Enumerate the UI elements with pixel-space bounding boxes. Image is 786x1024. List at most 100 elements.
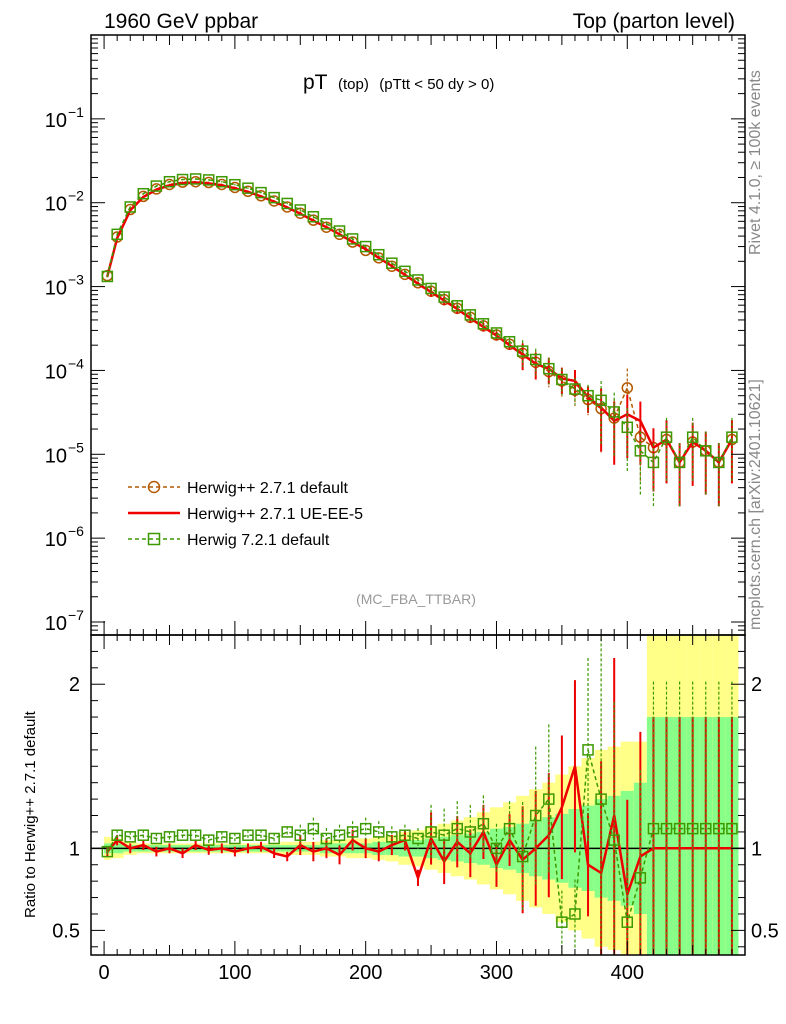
legend-item-herwig7: Herwig 7.2.1 default <box>128 532 330 549</box>
xtick-label: 100 <box>218 962 251 984</box>
point-ratio-herwig7 <box>307 822 320 835</box>
point-ratio-herwig7 <box>242 829 254 841</box>
point-ratio-herwig7 <box>373 826 385 838</box>
point-ratio-herwig7 <box>176 829 189 841</box>
point-herwig7 <box>569 383 581 395</box>
point-ratio-herwig7 <box>621 916 634 928</box>
point-herwig7 <box>438 291 450 303</box>
point-herwig7 <box>189 173 202 185</box>
point-ratio-herwig7 <box>595 793 607 805</box>
point-ratio-herwig7 <box>686 822 699 835</box>
point-ratio-herwig7 <box>425 826 437 838</box>
point-herwig7 <box>477 318 490 330</box>
point-herwig7 <box>647 456 660 469</box>
analysis-tag: (MC_FBA_TTBAR) <box>356 591 476 607</box>
point-ratio-herwig7 <box>111 829 123 841</box>
main-ytick-exponent: −1 <box>68 104 84 120</box>
xtick-label: 200 <box>349 962 382 984</box>
point-ratio-herwig7 <box>490 842 503 855</box>
point-herwig7 <box>101 270 114 283</box>
point-herwig7 <box>425 282 437 295</box>
point-herwig7 <box>255 186 267 199</box>
ratio-ytick-label-left: 0.5 <box>52 920 80 942</box>
point-ratio-herwig7 <box>634 872 647 884</box>
legend: Herwig++ 2.7.1 default Herwig++ 2.7.1 UE… <box>128 480 363 549</box>
point-ratio-herwig7 <box>660 822 673 835</box>
main-ytick-exponent: −3 <box>68 272 84 288</box>
ratio-ytick-label-left: 1 <box>69 838 80 860</box>
point-herwig7 <box>673 456 686 469</box>
point-ratio-herwig7 <box>359 822 372 835</box>
rivet-label: Rivet 4.1.0, ≥ 100k events <box>747 70 764 255</box>
point-ratio-herwig7 <box>451 822 463 835</box>
point-ratio-herwig7 <box>399 829 411 841</box>
point-herwig7 <box>242 182 254 194</box>
point-ratio-herwig7 <box>700 822 712 835</box>
point-ratio-herwig7 <box>202 834 215 846</box>
point-herwig7 <box>163 175 176 188</box>
plot-title: pT (top) (pTtt < 50 dy > 0) <box>303 71 494 94</box>
point-herwig7 <box>399 265 411 278</box>
point-ratio-herwig7 <box>386 831 398 843</box>
main-ytick-label: 10 <box>45 445 67 467</box>
point-ratio-herwig7 <box>320 832 333 845</box>
point-ratio-herwig7 <box>516 850 529 863</box>
legend-label-herwig-default: Herwig++ 2.7.1 default <box>187 480 349 497</box>
main-ytick-exponent: −5 <box>68 439 84 455</box>
legend-label-herwig-ueee5: Herwig++ 2.7.1 UE-EE-5 <box>187 506 363 523</box>
main-ytick-label: 10 <box>45 194 67 216</box>
ratio-ytick-label-right: 2 <box>751 674 762 696</box>
ratio-ytick-label-left: 2 <box>69 674 80 696</box>
point-herwig7 <box>124 201 136 213</box>
point-ratio-herwig7 <box>101 845 114 858</box>
main-y-axis: 10−710−610−510−410−310−210−1 <box>45 34 745 636</box>
header-right: Top (parton level) <box>573 10 735 33</box>
point-herwig7 <box>582 389 594 402</box>
main-ytick-exponent: −7 <box>68 607 84 623</box>
point-ratio-herwig7 <box>582 744 594 756</box>
point-ratio-herwig7 <box>346 826 359 838</box>
point-ratio-herwig7 <box>255 829 267 841</box>
point-ratio-herwig7 <box>556 916 568 928</box>
point-ratio-herwig7 <box>229 832 241 845</box>
point-ratio-herwig7 <box>163 831 176 843</box>
legend-marker-herwig7 <box>147 532 161 546</box>
point-herwig-default <box>621 382 634 394</box>
main-ytick-label: 10 <box>45 278 67 300</box>
point-ratio-herwig7 <box>137 829 150 841</box>
point-ratio-herwig7 <box>464 826 477 838</box>
point-herwig7 <box>516 345 529 357</box>
point-herwig7 <box>503 335 516 348</box>
site-label: mcplots.cern.ch [arXiv:2401.10621] <box>747 379 764 630</box>
point-ratio-herwig7 <box>503 822 516 835</box>
point-herwig7 <box>216 175 228 188</box>
point-ratio-herwig7 <box>608 834 620 846</box>
point-herwig7 <box>176 173 189 186</box>
point-herwig7 <box>700 445 712 457</box>
point-ratio-herwig7 <box>543 793 555 805</box>
point-herwig7 <box>634 445 647 457</box>
point-ratio-herwig7 <box>726 822 738 835</box>
main-ytick-exponent: −2 <box>68 188 84 204</box>
point-herwig7 <box>543 362 555 375</box>
point-herwig7 <box>281 197 293 210</box>
point-ratio-herwig7 <box>713 822 725 835</box>
point-herwig7 <box>490 327 503 339</box>
point-herwig7 <box>412 274 424 286</box>
point-herwig7 <box>359 240 372 253</box>
point-herwig7 <box>713 456 725 469</box>
point-herwig7 <box>529 353 542 366</box>
point-ratio-herwig7 <box>281 826 293 838</box>
ratio-y-axis: 0.5 0.5 1 1 2 2 <box>52 634 779 948</box>
point-herwig7 <box>464 309 477 321</box>
point-herwig7 <box>294 204 307 216</box>
point-herwig7 <box>595 394 607 407</box>
legend-label-herwig7: Herwig 7.2.1 default <box>187 532 330 549</box>
point-ratio-herwig7 <box>216 831 228 843</box>
xtick-label: 300 <box>480 962 513 984</box>
point-ratio-herwig7 <box>438 829 450 841</box>
point-herwig7 <box>150 180 163 192</box>
point-herwig7 <box>608 406 620 418</box>
legend-marker-herwig-default <box>147 480 161 494</box>
